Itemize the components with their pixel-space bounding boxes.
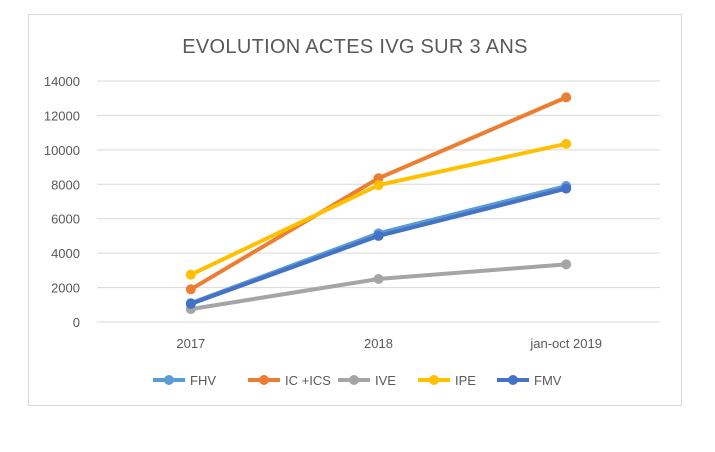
data-point-fmv xyxy=(185,298,196,309)
x-tick-label: jan-oct 2019 xyxy=(529,336,602,351)
legend: FHV IC +ICS IVE IPE FMV xyxy=(153,373,562,388)
legend-label: IPE xyxy=(455,373,476,388)
legend-item-fmv: FMV xyxy=(497,373,562,388)
legend-swatch-marker xyxy=(429,375,439,385)
legend-item-ipe: IPE xyxy=(418,373,476,388)
series-lines xyxy=(185,92,572,315)
legend-label: IC +ICS xyxy=(285,373,331,388)
series-ipe xyxy=(185,138,572,280)
y-tick-label: 14000 xyxy=(44,74,80,89)
data-point-fmv xyxy=(373,230,384,241)
data-point-ipe xyxy=(185,269,196,280)
data-point-ive xyxy=(373,273,384,284)
data-point-ive xyxy=(561,259,572,270)
y-tick-label: 10000 xyxy=(44,143,80,158)
chart-title: EVOLUTION ACTES IVG SUR 3 ANS xyxy=(182,36,527,58)
data-point-ic-ics xyxy=(373,173,384,184)
y-tick-label: 4000 xyxy=(51,246,80,261)
y-tick-label: 6000 xyxy=(51,212,80,227)
y-axis-ticks: 0 2000 4000 6000 8000 10000 12000 14000 xyxy=(44,74,80,330)
legend-label: FHV xyxy=(190,373,216,388)
data-point-fmv xyxy=(561,183,572,194)
data-point-ic-ics xyxy=(185,284,196,295)
x-axis-ticks: 2017 2018 jan-oct 2019 xyxy=(176,336,602,351)
y-tick-label: 8000 xyxy=(51,177,80,192)
y-tick-label: 0 xyxy=(73,315,80,330)
legend-swatch-marker xyxy=(164,375,174,385)
y-tick-label: 12000 xyxy=(44,108,80,123)
legend-item-fhv: FHV xyxy=(153,373,216,388)
x-tick-label: 2017 xyxy=(176,336,205,351)
x-tick-label: 2018 xyxy=(364,336,393,351)
legend-item-ive: IVE xyxy=(338,373,396,388)
data-point-ipe xyxy=(373,180,384,191)
legend-label: IVE xyxy=(375,373,396,388)
gridlines xyxy=(97,80,660,323)
chart-frame xyxy=(28,14,682,406)
series-line-ic-ics xyxy=(188,95,569,292)
legend-swatch-marker xyxy=(259,375,269,385)
series-fmv xyxy=(185,183,572,309)
series-line-ive xyxy=(188,262,569,312)
legend-swatch-marker xyxy=(349,375,359,385)
legend-label: FMV xyxy=(534,373,562,388)
legend-item-ic-ics: IC +ICS xyxy=(248,373,331,388)
series-ic-ics xyxy=(185,92,572,295)
y-tick-label: 2000 xyxy=(51,281,80,296)
data-point-ipe xyxy=(561,138,572,149)
legend-swatch-marker xyxy=(508,375,518,385)
data-point-ic-ics xyxy=(561,92,572,103)
